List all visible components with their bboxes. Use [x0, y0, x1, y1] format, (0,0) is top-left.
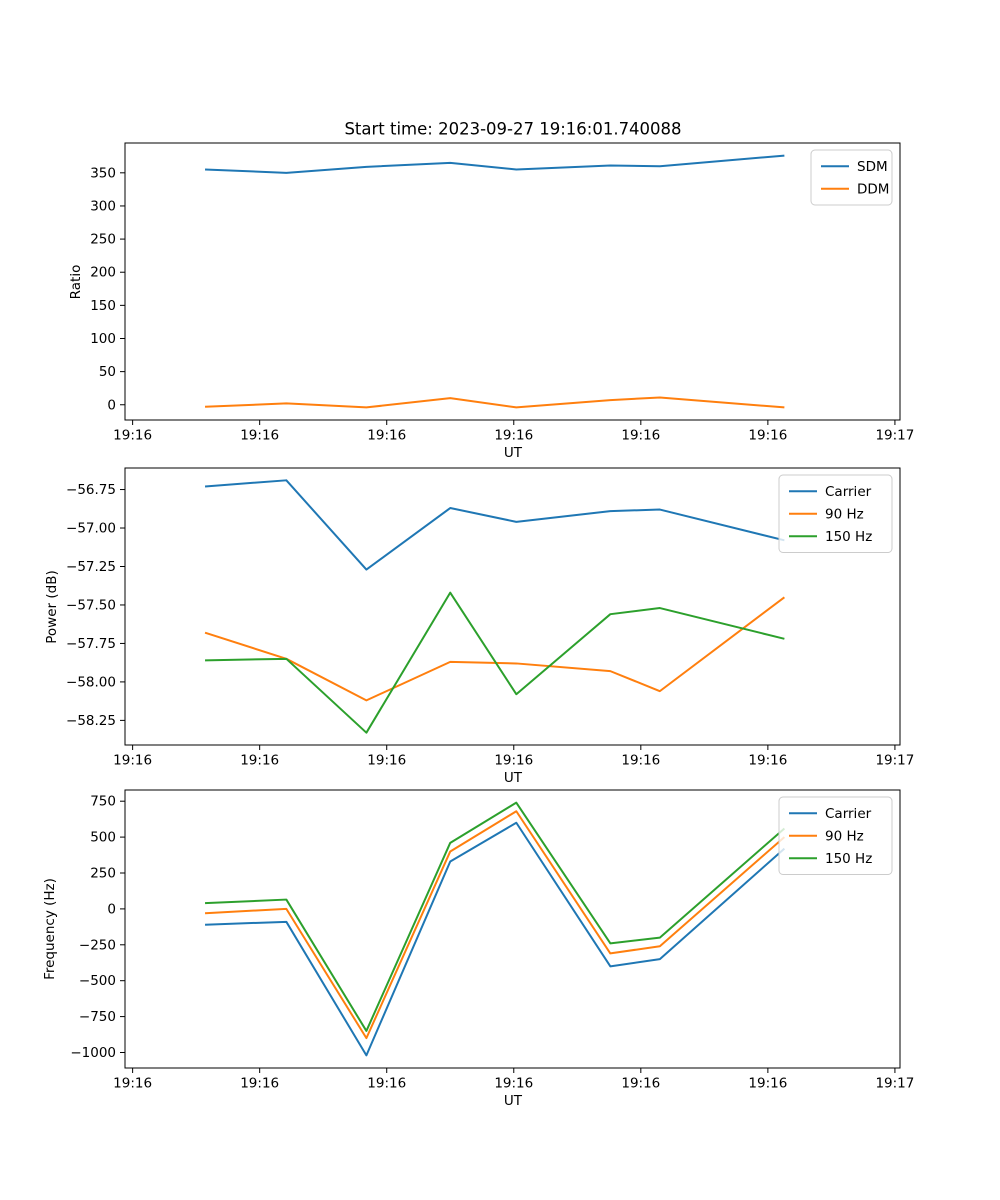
subplot-1: 19:16 19:16 19:16 19:16 19:16 19:16 19:17 −58.2… [66, 467, 914, 769]
legend-box [778, 474, 893, 553]
y-tick-label: 250 [90, 232, 116, 248]
axes-frame [124, 467, 901, 746]
legend-label: Carrier [825, 806, 872, 822]
x-tick-label: 19:16 [113, 753, 152, 769]
series-line-150-hz [204, 801, 786, 1032]
x-tick-label: 19:16 [621, 428, 660, 444]
xlabel-ut-middle: UT [503, 770, 523, 786]
legend-box [778, 796, 893, 875]
series-line-carrier [204, 479, 785, 571]
legend: Carrier 90 Hz 150 Hz [778, 474, 893, 553]
x-tick-label: 19:16 [240, 1076, 279, 1092]
x-tick-label: 19:16 [367, 753, 406, 769]
x-tick-label: 19:16 [113, 1076, 152, 1092]
x-tick-label: 19:16 [748, 753, 787, 769]
series-line-90-hz [204, 810, 786, 1040]
figure-title: Start time: 2023-09-27 19:16:01.740088 [344, 119, 682, 139]
y-tick-label: 0 [107, 901, 116, 917]
y-tick-label: 50 [99, 364, 116, 380]
x-tick-label: 19:16 [113, 428, 152, 444]
legend-label: 150 Hz [825, 529, 872, 545]
x-tick-label: 19:16 [240, 753, 279, 769]
y-tick-label: −57.50 [66, 597, 116, 613]
x-tick-label: 19:16 [240, 428, 279, 444]
y-tick-label: 0 [107, 397, 116, 413]
legend: Carrier 90 Hz 150 Hz [778, 796, 893, 875]
y-tick-label: 100 [90, 331, 116, 347]
y-tick-label: 500 [90, 830, 116, 846]
legend-label: 150 Hz [825, 851, 872, 867]
y-tick-label: −57.00 [66, 521, 116, 537]
y-tick-label: −750 [79, 1009, 116, 1025]
y-tick-label: −250 [79, 937, 116, 953]
x-tick-label: 19:16 [748, 1076, 787, 1092]
x-tick-label: 19:17 [875, 428, 914, 444]
legend-label: SDM [857, 159, 888, 175]
series-line-ddm [205, 396, 785, 409]
series-line-150-hz [205, 591, 785, 734]
subplot-2: 19:16 19:16 19:16 19:16 19:16 19:16 19:17 −1000… [70, 789, 914, 1092]
subplot-0: 19:16 19:16 19:16 19:16 19:16 19:16 19:17 0 50 10… [90, 142, 914, 444]
legend-label: DDM [857, 181, 889, 197]
y-tick-label: −57.75 [66, 636, 116, 652]
y-tick-label: −58.00 [66, 674, 116, 690]
y-tick-label: 250 [90, 865, 116, 881]
y-tick-label: −58.25 [66, 713, 116, 729]
y-tick-label: 150 [90, 298, 116, 314]
legend-box [810, 149, 893, 206]
x-tick-label: 19:16 [494, 753, 533, 769]
axes-frame [124, 789, 901, 1069]
x-tick-label: 19:16 [621, 753, 660, 769]
legend: SDM DDM [810, 149, 893, 206]
series-line-carrier [205, 821, 786, 1057]
y-tick-label: 200 [90, 265, 116, 281]
x-tick-label: 19:16 [621, 1076, 660, 1092]
x-tick-label: 19:17 [875, 1076, 914, 1092]
x-tick-label: 19:17 [875, 753, 914, 769]
legend-label: Carrier [825, 484, 872, 500]
y-tick-label: −1000 [70, 1045, 116, 1061]
x-tick-label: 19:16 [367, 1076, 406, 1092]
x-tick-label: 19:16 [367, 428, 406, 444]
x-tick-label: 19:16 [748, 428, 787, 444]
y-tick-label: 300 [90, 198, 116, 214]
legend-label: 90 Hz [825, 506, 864, 522]
x-tick-label: 19:16 [494, 1076, 533, 1092]
xlabel-ut-top: UT [503, 445, 523, 461]
y-tick-label: −57.25 [66, 559, 116, 575]
legend-label: 90 Hz [825, 828, 864, 844]
y-tick-label: −56.75 [66, 482, 116, 498]
y-tick-label: 350 [90, 165, 116, 181]
y-tick-label: 750 [90, 794, 116, 810]
y-tick-label: −500 [79, 973, 116, 989]
x-tick-label: 19:16 [494, 428, 533, 444]
series-line-sdm [205, 154, 785, 174]
axes-frame [124, 142, 901, 421]
xlabel-ut-bottom: UT [503, 1093, 523, 1109]
series-line-90-hz [204, 596, 785, 702]
